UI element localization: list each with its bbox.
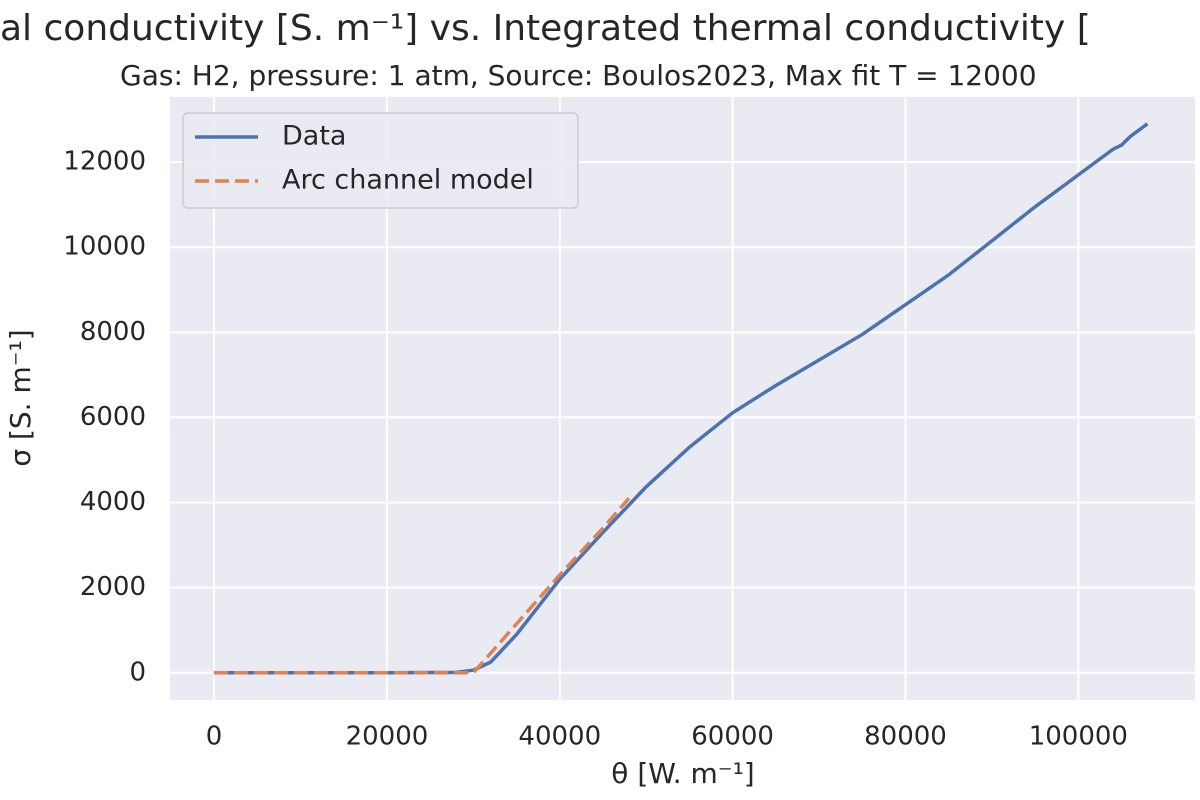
y-tick-label: 0: [129, 657, 146, 687]
chart-subtitle: Gas: H2, pressure: 1 atm, Source: Boulos…: [120, 59, 1037, 92]
x-tick-label: 80000: [864, 722, 947, 752]
y-axis-label: σ [S. m⁻¹]: [4, 329, 37, 466]
x-tick-label: 100000: [1029, 722, 1128, 752]
legend-label: Arc channel model: [282, 165, 534, 196]
y-tick-label: 4000: [80, 487, 146, 517]
legend-label: Data: [282, 121, 346, 152]
y-tick-label: 6000: [80, 402, 146, 432]
x-tick-label: 0: [206, 722, 223, 752]
y-tick-label: 8000: [80, 317, 146, 347]
y-tick-label: 2000: [80, 572, 146, 602]
y-tick-label: 12000: [63, 147, 146, 177]
x-tick-label: 60000: [691, 722, 774, 752]
x-tick-label: 40000: [518, 722, 601, 752]
data-line: [214, 497, 631, 675]
x-axis-label: θ [W. m⁻¹]: [611, 757, 754, 790]
legend-box: [182, 112, 579, 209]
chart-title: al conductivity [S. m⁻¹] vs. Integrated …: [0, 8, 1091, 49]
y-tick-label: 10000: [63, 232, 146, 262]
x-tick-label: 20000: [346, 722, 429, 752]
